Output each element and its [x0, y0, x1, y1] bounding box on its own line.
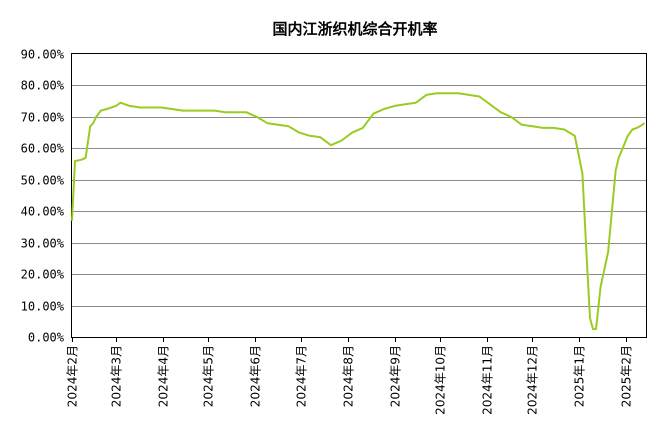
x-tick-label: 2024年2月	[66, 345, 80, 407]
y-tick-label: 40.00%	[21, 205, 65, 219]
series-line	[71, 92, 646, 331]
gridlines	[72, 85, 646, 307]
y-tick-label: 80.00%	[21, 79, 65, 93]
x-tick-label: 2024年12月	[526, 345, 540, 415]
y-tick-label: 50.00%	[21, 174, 65, 188]
x-tick-label: 2024年8月	[342, 345, 356, 407]
y-tick-label: 90.00%	[21, 48, 65, 62]
y-axis-ticks: 0.00% 10.00% 20.00% 30.00% 40.00% 50.00% 60.00…	[21, 48, 65, 345]
y-tick-label: 70.00%	[21, 111, 65, 125]
series-group	[71, 92, 646, 331]
x-tick-label: 2024年6月	[249, 345, 263, 407]
x-tick-label: 2024年9月	[389, 345, 403, 407]
y-tick-label: 20.00%	[21, 268, 65, 282]
x-tick-label: 2025年2月	[620, 345, 634, 407]
y-tick-label: 10.00%	[21, 300, 65, 314]
y-tick-label: 60.00%	[21, 142, 65, 156]
x-tick-label: 2024年3月	[110, 345, 124, 407]
x-tick-label: 2025年1月	[573, 345, 587, 407]
plot-area-frame	[71, 53, 647, 338]
chart-title: 国内江浙织机综合开机率	[272, 20, 437, 38]
y-tick-label: 0.00%	[28, 331, 65, 345]
x-tick-label: 2024年10月	[434, 345, 448, 415]
x-tick-label: 2024年11月	[481, 345, 495, 415]
x-axis-ticks: 2024年2月 2024年3月 2024年4月 2024年5月 2024年6月 2024年…	[66, 337, 634, 415]
y-tick-label: 30.00%	[21, 237, 65, 251]
x-tick-label: 2024年5月	[202, 345, 216, 407]
x-tick-label: 2024年4月	[157, 345, 171, 407]
x-tick-label: 2024年7月	[295, 345, 309, 407]
